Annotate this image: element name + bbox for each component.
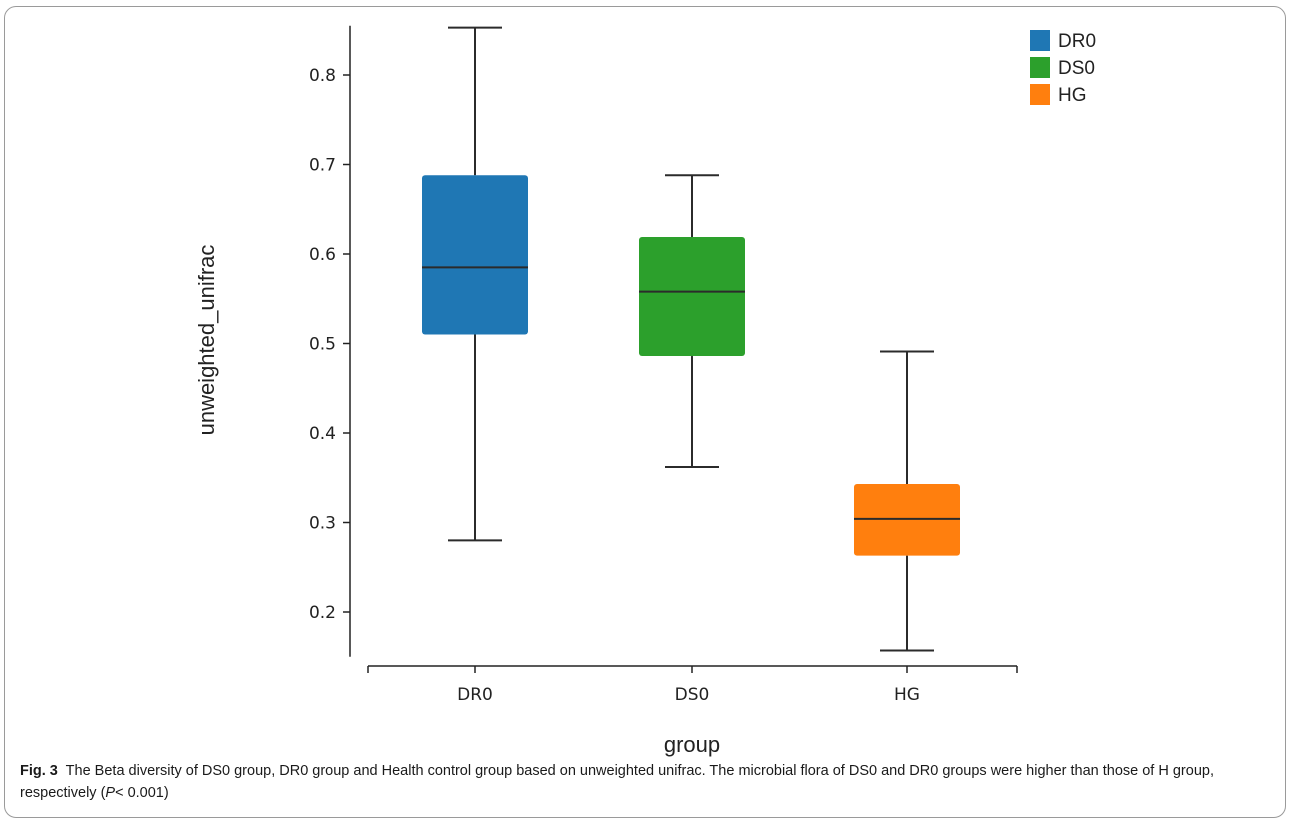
y-tick-label: 0.4 (309, 424, 336, 444)
caption-text: The Beta diversity of DS0 group, DR0 gro… (20, 763, 1214, 801)
box-plot-chart: 0.2 0.3 0.4 0.5 0.6 0.7 0.8 unweighted_unifrac D… (194, 25, 1096, 757)
legend-label: DR0 (1058, 31, 1096, 52)
figure-caption: Fig. 3 The Beta diversity of DS0 group, … (20, 760, 1260, 804)
legend-label: HG (1058, 85, 1087, 106)
legend-swatch (1030, 57, 1050, 78)
y-tick-label: 0.3 (309, 514, 336, 534)
box-ds0 (639, 236, 745, 357)
y-tick-label: 0.7 (309, 156, 336, 176)
y-tick-label: 0.8 (309, 66, 336, 86)
x-tick-label: DS0 (675, 685, 710, 705)
legend-label: DS0 (1058, 58, 1095, 79)
x-tick-label: HG (894, 685, 920, 705)
y-tick-label: 0.5 (309, 335, 336, 355)
caption-p-value: < 0.001) (115, 785, 169, 801)
figure-frame (4, 6, 1286, 818)
y-axis-title: unweighted_unifrac (194, 245, 219, 436)
box-dr0 (422, 175, 528, 335)
y-tick-label: 0.2 (309, 603, 336, 623)
x-tick-label: DR0 (457, 685, 493, 705)
caption-p-symbol: P (105, 785, 116, 801)
y-tick-label: 0.6 (309, 245, 336, 265)
legend-swatch (1030, 30, 1050, 51)
x-axis-title: group (664, 732, 720, 757)
figure-label: Fig. 3 (20, 763, 58, 779)
legend-swatch (1030, 84, 1050, 105)
